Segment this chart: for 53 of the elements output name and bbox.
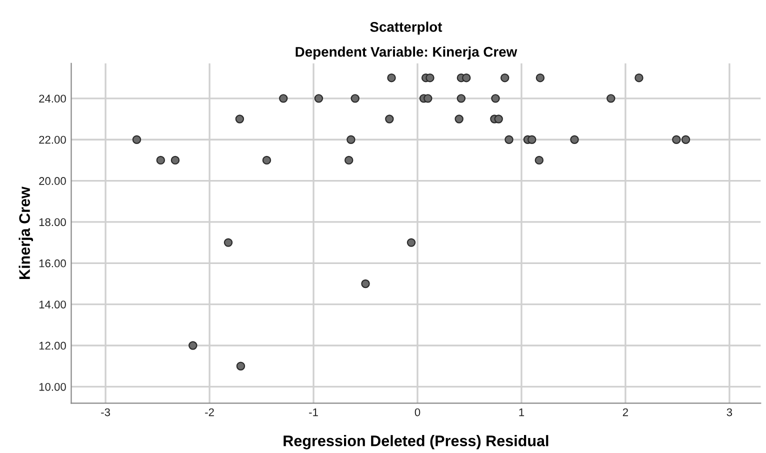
point (387, 73, 396, 82)
x-tick-label: 1 (519, 408, 524, 416)
y-tick-label: 14.00 (39, 300, 66, 308)
point (406, 238, 416, 247)
y-tick-label: 12.00 (39, 342, 66, 350)
point (454, 114, 464, 124)
chart-subtitle: Dependent Variable: Kinerja Crew (296, 46, 518, 60)
point (534, 156, 544, 165)
y-tick-label: 20.00 (39, 177, 66, 185)
x-axis-title: Regression Deleted (Press) Residual (284, 435, 548, 450)
point (606, 94, 616, 103)
point (344, 156, 354, 165)
point (570, 135, 579, 144)
point (132, 135, 142, 144)
x-tick-label: -3 (101, 408, 110, 416)
point (279, 94, 288, 103)
point (314, 94, 324, 103)
y-tick-label: 24.00 (39, 94, 66, 103)
x-tick-label: 0 (414, 408, 420, 416)
point (504, 135, 514, 144)
y-tick-label: 10.00 (39, 382, 66, 391)
point (188, 341, 198, 350)
y-tick-label: 16.00 (39, 259, 66, 268)
point (500, 73, 510, 82)
x-tick-label: 3 (726, 408, 732, 416)
point (346, 135, 356, 144)
point (494, 114, 503, 124)
point (156, 156, 166, 165)
point (170, 156, 180, 165)
point (491, 94, 500, 103)
x-tick-label: -2 (205, 408, 214, 416)
point (462, 73, 471, 82)
y-axis-title: Kinerja Crew (18, 186, 34, 279)
point (672, 135, 681, 144)
point (634, 73, 644, 82)
chart-title: Scatterplot (370, 22, 442, 35)
point (424, 94, 432, 103)
x-tick-label: -1 (309, 408, 318, 416)
point (528, 135, 536, 144)
point (350, 94, 360, 103)
x-tick-label: 2 (622, 408, 628, 416)
point (235, 114, 244, 124)
point (224, 238, 233, 247)
y-tick-label: 22.00 (39, 136, 66, 144)
point (262, 156, 272, 165)
y-tick-label: 18.00 (39, 218, 66, 226)
point (536, 73, 545, 82)
point (456, 94, 466, 103)
point (681, 135, 690, 144)
point (426, 73, 434, 82)
point (361, 279, 370, 288)
point (236, 362, 246, 370)
point (385, 114, 394, 124)
